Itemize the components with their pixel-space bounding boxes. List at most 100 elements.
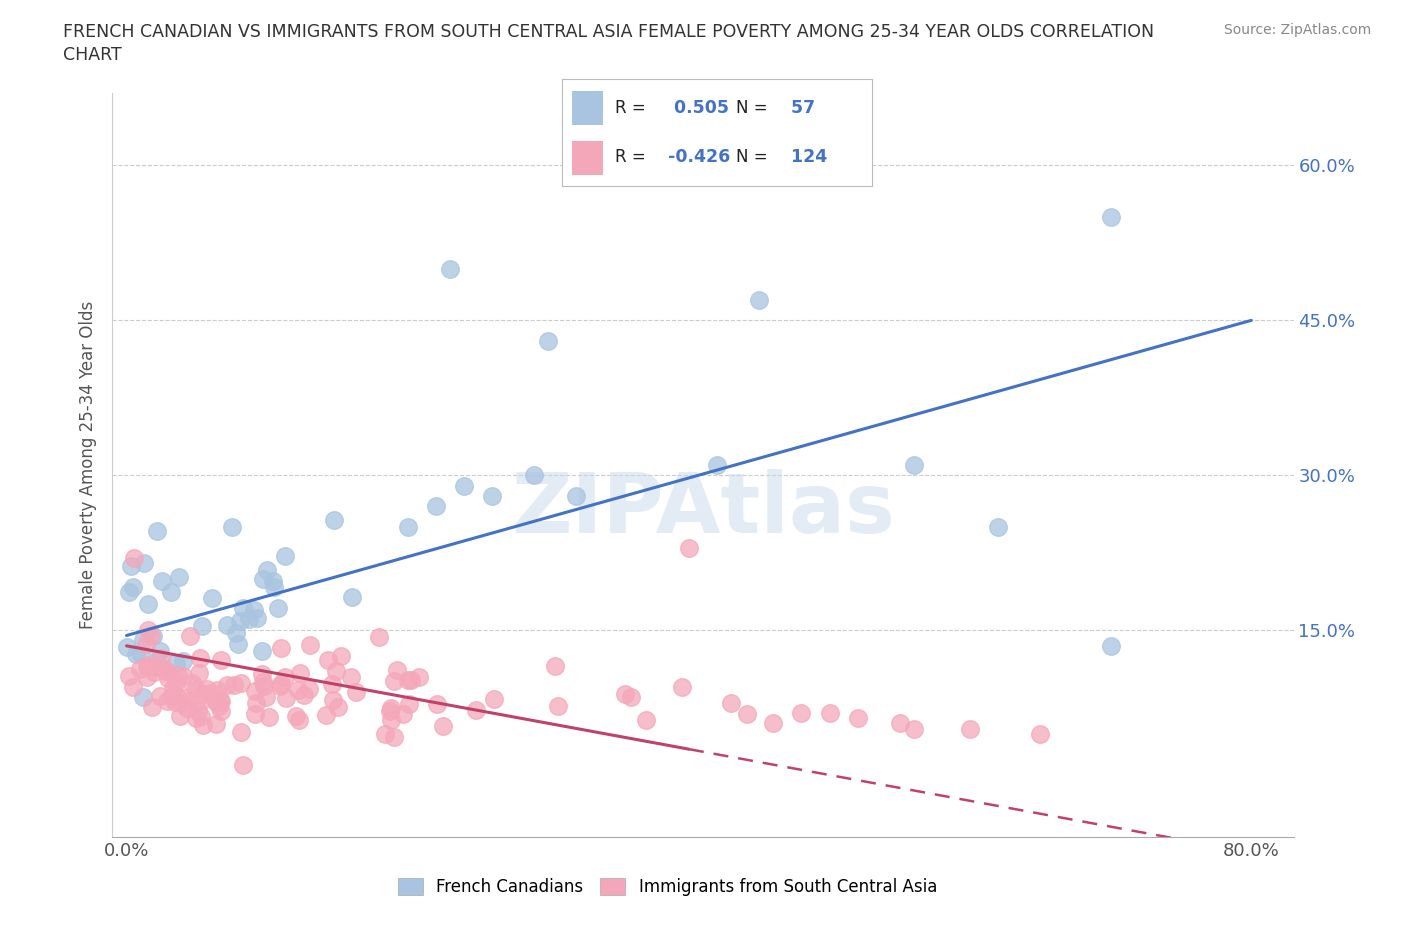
Text: CHART: CHART (63, 46, 122, 64)
Point (706, 458, 728, 472)
Point (118, 584, 141, 599)
Point (818, 706, 841, 721)
Point (215, 618, 238, 632)
Point (374, 726, 396, 741)
Text: ZIPAtlas: ZIPAtlas (510, 469, 896, 551)
Point (139, 629, 162, 644)
Point (195, 682, 218, 697)
Point (155, 663, 177, 678)
Point (762, 716, 785, 731)
Point (252, 674, 274, 689)
Point (565, 488, 588, 503)
Point (482, 691, 505, 706)
Point (276, 691, 298, 706)
Point (149, 644, 172, 658)
Point (720, 696, 742, 711)
Legend: French Canadians, Immigrants from South Central Asia: French Canadians, Immigrants from South … (391, 871, 943, 903)
Point (735, 706, 758, 721)
Point (187, 703, 209, 718)
Point (173, 691, 195, 706)
Point (138, 658, 160, 672)
Point (315, 708, 337, 723)
Point (398, 697, 420, 711)
Point (122, 679, 145, 694)
Point (1099, 209, 1122, 224)
Point (150, 651, 173, 666)
Bar (572, 141, 603, 175)
Point (396, 673, 419, 688)
Point (344, 684, 367, 699)
Point (167, 667, 190, 682)
Point (222, 678, 245, 693)
Point (250, 667, 273, 682)
Point (120, 558, 142, 573)
Point (288, 712, 311, 727)
Point (846, 711, 869, 725)
Point (229, 614, 252, 629)
Point (790, 706, 813, 721)
Point (257, 710, 280, 724)
Point (132, 556, 155, 571)
Point (204, 695, 226, 710)
Point (297, 682, 319, 697)
Point (153, 664, 176, 679)
Point (426, 697, 449, 711)
Point (165, 656, 187, 671)
Point (330, 649, 353, 664)
Point (380, 700, 402, 715)
Point (432, 718, 454, 733)
Point (167, 569, 190, 584)
Point (274, 670, 297, 684)
Point (165, 674, 187, 689)
Point (221, 519, 243, 534)
Point (142, 629, 165, 644)
Point (1099, 638, 1122, 653)
Point (245, 696, 267, 711)
Point (399, 672, 422, 687)
Point (328, 699, 350, 714)
Point (408, 670, 430, 684)
Point (191, 618, 214, 633)
Point (232, 758, 254, 773)
Text: N =: N = (735, 148, 768, 166)
Point (298, 638, 321, 653)
Point (190, 651, 212, 666)
Point (481, 488, 503, 503)
Point (903, 458, 925, 472)
Point (228, 636, 250, 651)
Text: Source: ZipAtlas.com: Source: ZipAtlas.com (1223, 23, 1371, 37)
Point (339, 670, 361, 684)
Point (150, 574, 173, 589)
Point (318, 653, 340, 668)
Text: 124: 124 (785, 148, 827, 166)
Point (209, 653, 232, 668)
Point (122, 551, 145, 565)
Point (367, 630, 389, 644)
Point (987, 520, 1010, 535)
Point (165, 695, 187, 710)
Point (229, 675, 252, 690)
Point (634, 712, 657, 727)
Point (215, 677, 238, 692)
Point (465, 702, 488, 717)
Point (253, 679, 276, 694)
Point (544, 658, 567, 673)
Point (342, 590, 364, 604)
Point (209, 704, 232, 719)
Text: 0.505: 0.505 (668, 99, 728, 117)
Point (180, 675, 202, 690)
Point (169, 709, 191, 724)
Point (129, 646, 152, 661)
Point (207, 683, 229, 698)
Point (267, 601, 290, 616)
Point (186, 711, 208, 726)
Point (392, 706, 415, 721)
Point (150, 660, 173, 675)
Point (453, 478, 475, 493)
Point (288, 665, 311, 680)
Point (129, 661, 152, 676)
Point (188, 666, 211, 681)
Point (190, 709, 212, 724)
Point (142, 665, 165, 680)
Point (146, 524, 169, 538)
